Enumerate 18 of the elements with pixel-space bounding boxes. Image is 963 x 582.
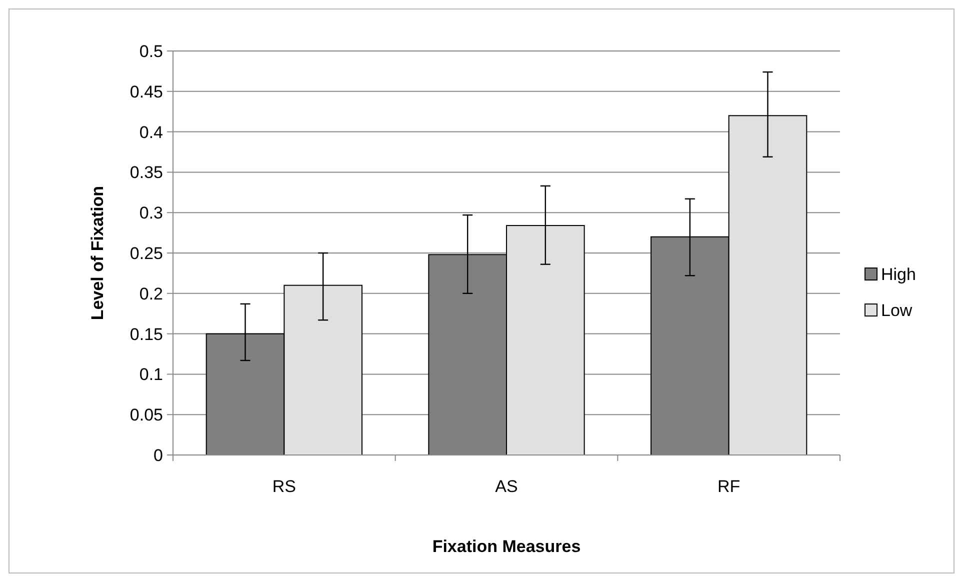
x-axis-title: Fixation Measures xyxy=(432,537,581,556)
x-tick-label: RS xyxy=(272,477,296,496)
y-tick-label: 0.3 xyxy=(139,204,163,223)
y-tick-label: 0.35 xyxy=(130,163,163,182)
legend-label: Low xyxy=(881,300,913,320)
y-tick-label: 0.25 xyxy=(130,244,163,263)
y-tick-label: 0.15 xyxy=(130,324,163,344)
x-tick-label: AS xyxy=(495,477,518,496)
y-tick-label: 0.45 xyxy=(130,82,163,102)
y-tick-label: 0 xyxy=(154,446,163,465)
y-tick-label: 0.05 xyxy=(130,406,163,425)
y-tick-label: 0.2 xyxy=(139,284,163,304)
y-tick-label: 0.1 xyxy=(139,365,163,384)
y-tick-label: 0.5 xyxy=(139,42,163,61)
y-axis-title: Level of Fixation xyxy=(88,186,107,320)
legend-label: High xyxy=(881,264,916,284)
x-tick-label: RF xyxy=(717,477,740,496)
y-tick-label: 0.4 xyxy=(139,122,163,142)
